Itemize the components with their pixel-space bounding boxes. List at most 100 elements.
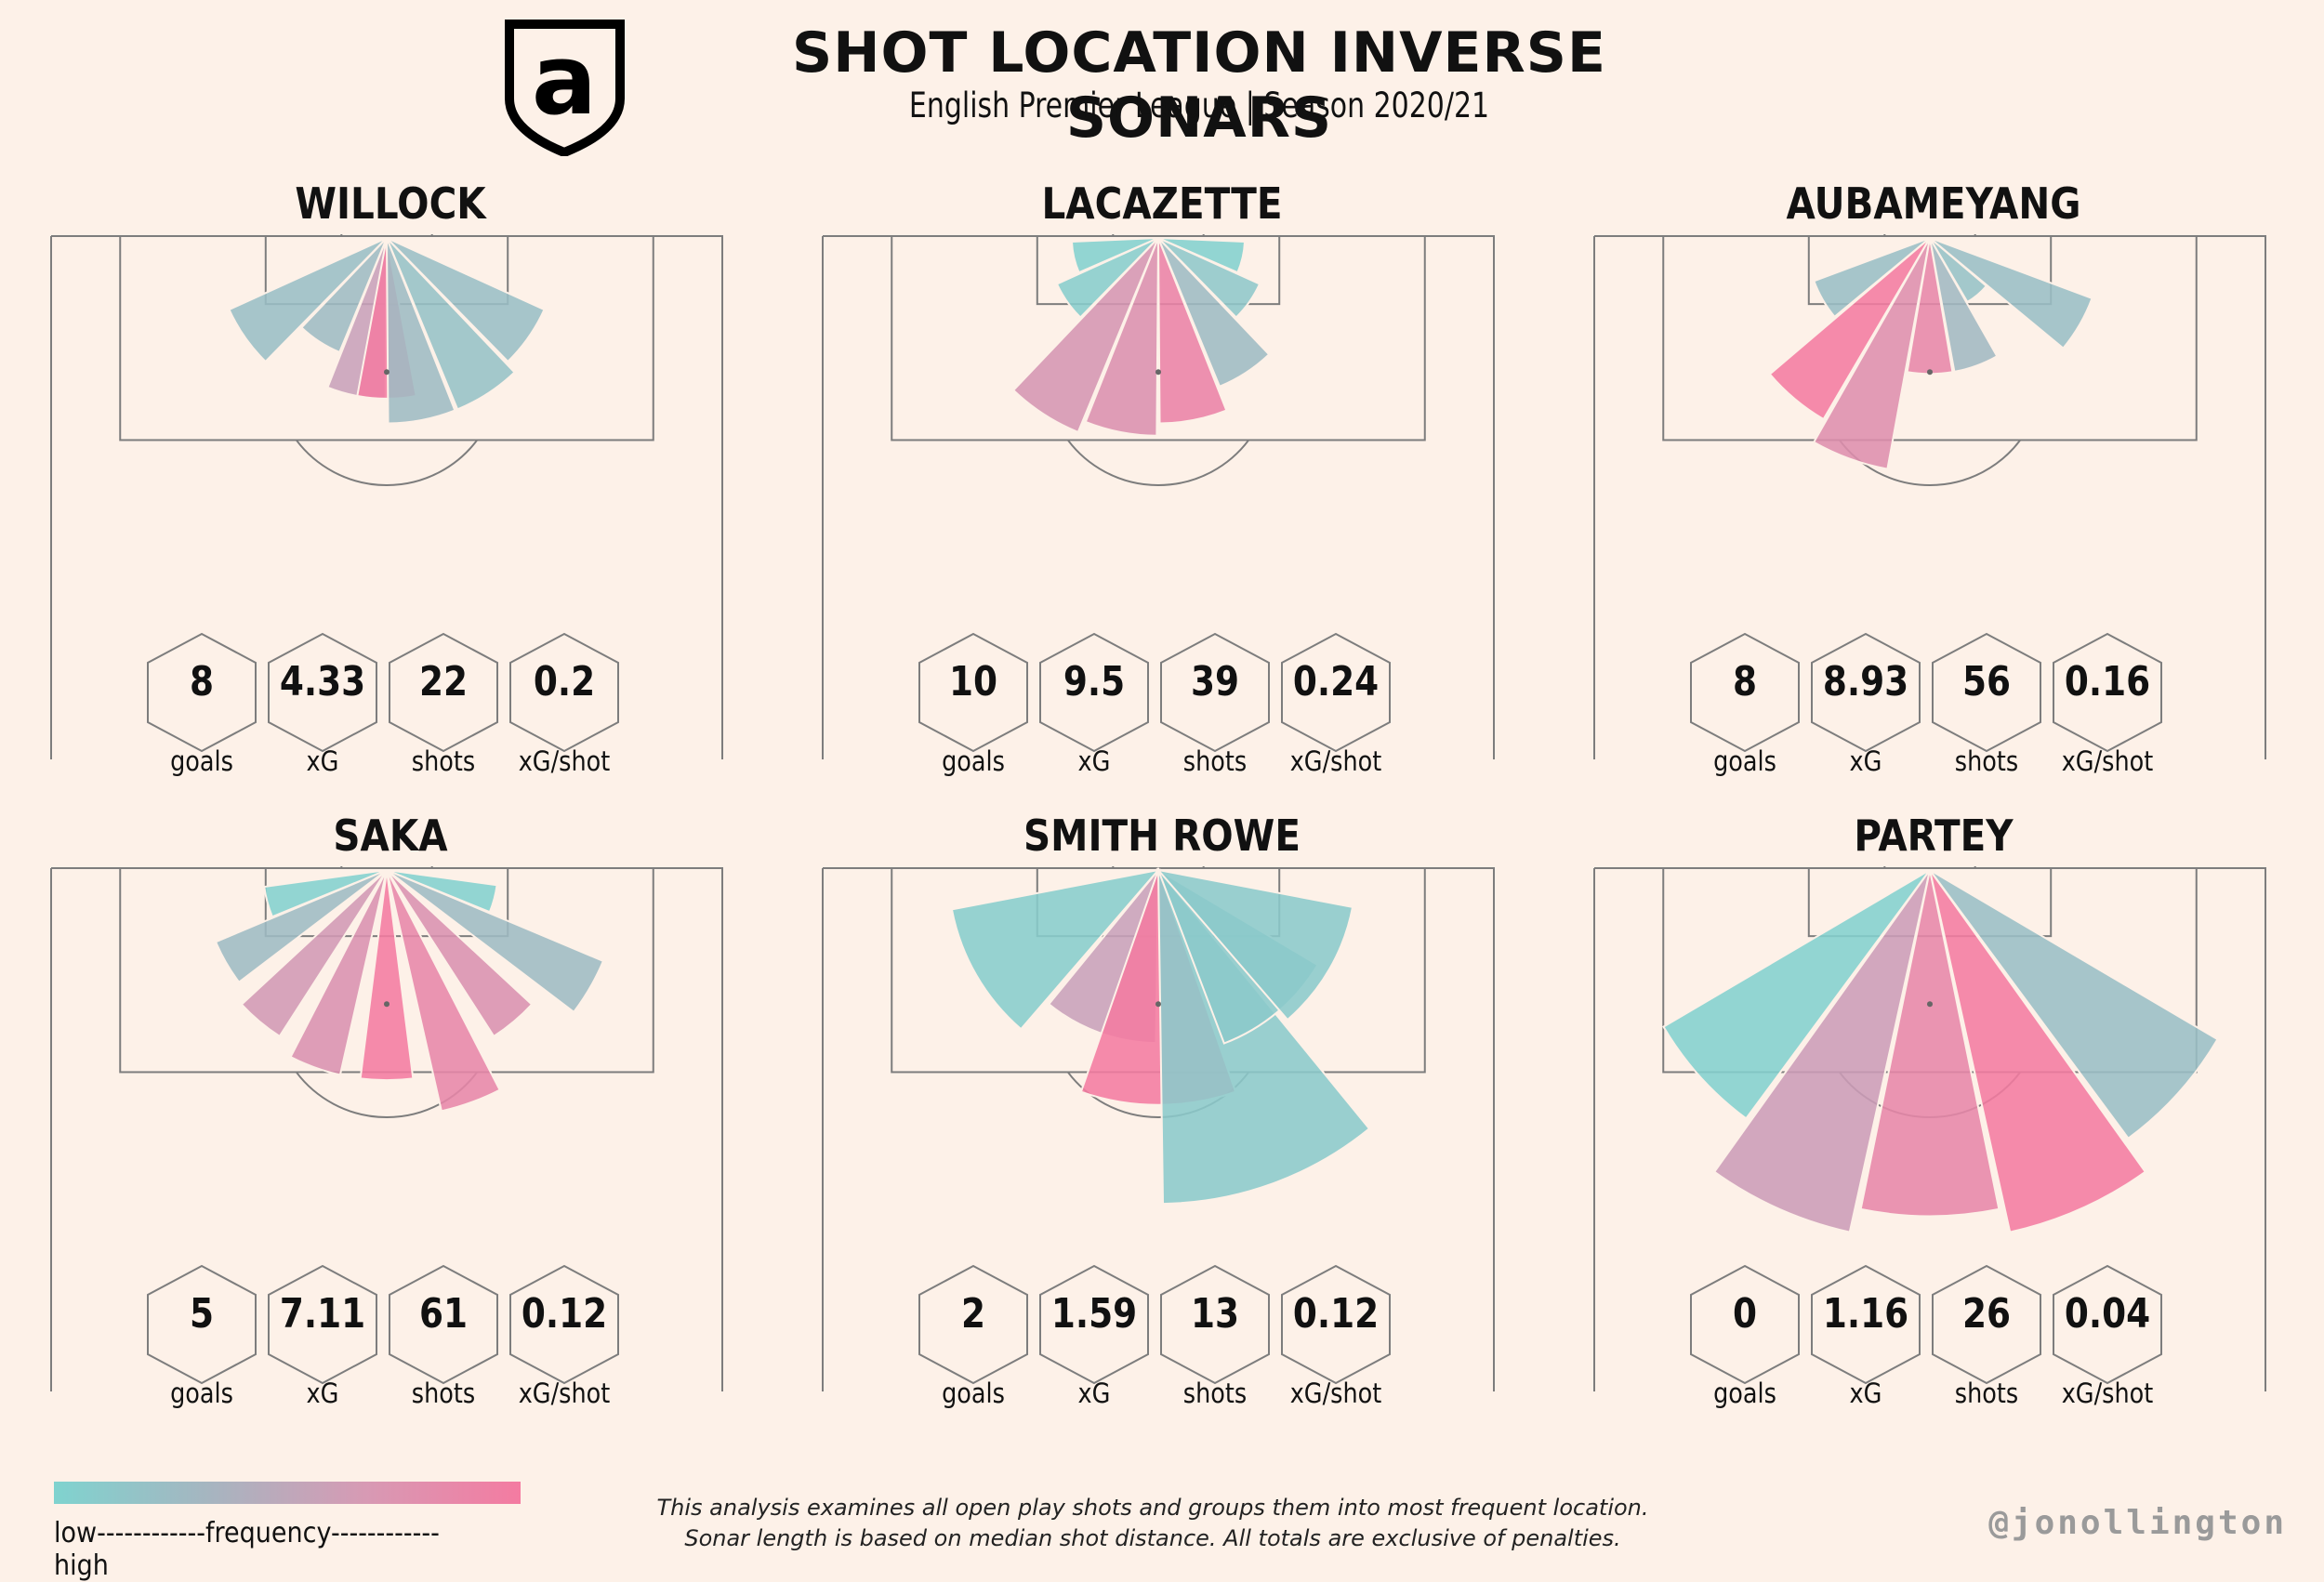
stat-xg: 1.16 xG <box>1805 1264 1926 1413</box>
sonar-wedge <box>386 237 456 425</box>
player-panel: SMITH ROWE 2 goals 1.59 xG 13 shots 0.12 xG/shot <box>818 811 1506 1424</box>
player-panel: AUBAMEYANG 8 goals 8.93 xG 56 shots 0.16 xG/shot <box>1590 178 2278 792</box>
stat-xg-per-shot: 0.16 xG/shot <box>2047 632 2168 781</box>
stat-goals: 8 goals <box>141 632 262 781</box>
stat-goals: 10 goals <box>913 632 1034 781</box>
sonar <box>1768 237 2093 470</box>
stat-value: 56 <box>1961 658 2012 705</box>
player-name: SMITH ROWE <box>1023 811 1301 861</box>
goal <box>340 234 433 237</box>
sonar-wedge <box>386 237 546 363</box>
hexagon-icon <box>918 1264 1028 1385</box>
sonar-wedge <box>1929 237 1988 304</box>
sonar-wedge <box>386 869 534 1038</box>
stat-xg: 8.93 xG <box>1805 632 1926 781</box>
stat-value: 1.16 <box>1822 1290 1909 1338</box>
hexagon-icon <box>268 1264 377 1385</box>
hexagon-icon <box>1039 632 1149 753</box>
hexagon-icon <box>1932 1264 2041 1385</box>
stat-shots: 39 shots <box>1155 632 1275 781</box>
stat-value: 4.33 <box>279 658 366 705</box>
footnote: This analysis examines all open play sho… <box>595 1493 1710 1554</box>
player-name: PARTEY <box>1854 811 2014 861</box>
sonar <box>1011 237 1271 437</box>
penalty-spot-marker <box>1155 1001 1161 1008</box>
hexagon-outline <box>509 1264 619 1385</box>
stat-label: xG/shot <box>518 1378 611 1409</box>
svg-text:a: a <box>532 23 597 137</box>
stat-xg-per-shot: 0.12 xG/shot <box>1275 1264 1396 1413</box>
stat-label: goals <box>1713 745 1776 777</box>
hexagon-outline <box>1932 1264 2041 1385</box>
penalty-spot-marker <box>1927 369 1933 376</box>
sonar <box>214 869 605 1113</box>
hexagon-outline <box>268 1264 377 1385</box>
sonar-wedge <box>214 869 388 984</box>
stat-label: goals <box>1713 1378 1776 1409</box>
hexagon-outline <box>1811 632 1921 753</box>
stat-xg-per-shot: 0.24 xG/shot <box>1275 632 1396 781</box>
sonar-wedge <box>1157 237 1247 274</box>
pitch-chart <box>1593 866 2266 1391</box>
author-credit: @jonollington <box>1988 1504 2287 1542</box>
hexagon-outline <box>918 1264 1028 1385</box>
sonar-wedge <box>386 869 605 1014</box>
sonar <box>950 866 1371 1206</box>
sonar-wedge <box>1070 237 1159 274</box>
stat-label: xG/shot <box>1289 745 1382 777</box>
footnote-line-2: Sonar length is based on median shot dis… <box>684 1525 1621 1551</box>
sonar-wedge <box>1084 237 1159 437</box>
frequency-legend-label: low------------frequency------------high <box>54 1517 440 1582</box>
hexagon-icon <box>1811 632 1921 753</box>
stat-shots: 13 shots <box>1155 1264 1275 1413</box>
sonar-wedge <box>263 869 388 918</box>
stat-xg-per-shot: 0.12 xG/shot <box>504 1264 625 1413</box>
stat-xg-per-shot: 0.04 xG/shot <box>2047 1264 2168 1413</box>
stat-value: 2 <box>960 1290 986 1338</box>
sonar-wedge <box>1859 869 2000 1218</box>
sonar-wedge <box>386 237 516 411</box>
sonar <box>1662 869 2219 1233</box>
sonar-wedge <box>1768 237 1931 421</box>
stat-label: goals <box>942 1378 1005 1409</box>
hexagon-outline <box>389 632 498 753</box>
sonar-wedge <box>1662 869 1931 1120</box>
sonar-wedge <box>1157 237 1228 425</box>
frequency-legend-gradient <box>54 1482 521 1504</box>
stat-value: 0.12 <box>521 1290 608 1338</box>
hexagon-outline <box>1281 1264 1391 1385</box>
hexagon-icon <box>268 632 377 753</box>
hexagon-outline <box>1690 1264 1800 1385</box>
hexagon-outline <box>509 632 619 753</box>
stat-label: xG <box>306 1378 339 1409</box>
stat-label: goals <box>170 745 233 777</box>
stat-xg: 4.33 xG <box>262 632 383 781</box>
hexagon-outline <box>147 1264 257 1385</box>
stat-value: 8 <box>1732 658 1758 705</box>
sonar-wedge <box>1157 237 1261 319</box>
sonar-wedge <box>1813 237 1931 319</box>
stat-label: goals <box>170 1378 233 1409</box>
stat-shots: 26 shots <box>1926 1264 2047 1413</box>
hexagon-icon <box>1160 632 1270 753</box>
hexagon-outline <box>1281 632 1391 753</box>
chart-subtitle: English Premier League | Season 2020/21 <box>908 86 1490 125</box>
hexagon-outline <box>2053 632 2162 753</box>
pitch-chart <box>50 234 723 759</box>
pitch-chart <box>1593 234 2266 759</box>
hexagon-icon <box>1811 1264 1921 1385</box>
player-name: LACAZETTE <box>1041 178 1283 229</box>
stat-value: 0.12 <box>1292 1290 1380 1338</box>
hexagon-icon <box>1160 1264 1270 1385</box>
stat-goals: 0 goals <box>1684 1264 1805 1413</box>
sonar-wedge <box>950 868 1161 1031</box>
sonar-wedge <box>1929 237 1999 374</box>
hexagon-icon <box>147 1264 257 1385</box>
stat-label: shots <box>1954 745 2019 777</box>
stat-label: xG <box>1077 1378 1111 1409</box>
stat-label: xG <box>1849 745 1882 777</box>
stat-label: xG <box>1077 745 1111 777</box>
hexagon-icon <box>389 632 498 753</box>
goal <box>1112 234 1205 237</box>
stat-label: xG <box>1849 1378 1882 1409</box>
